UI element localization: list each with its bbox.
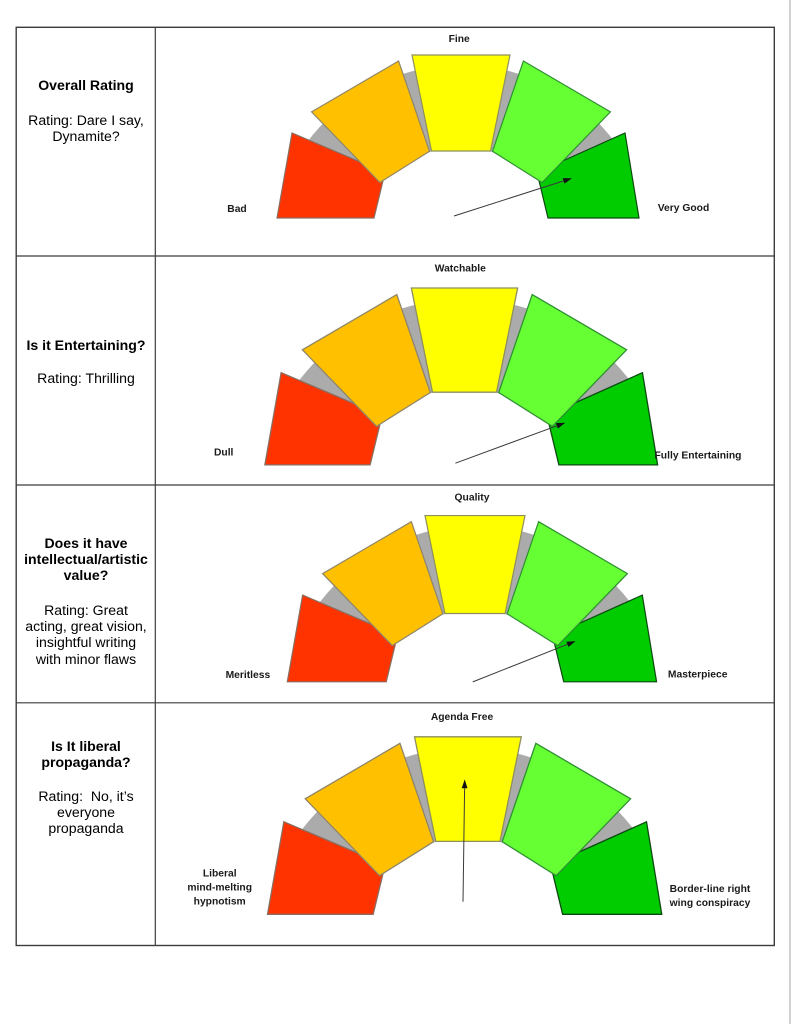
svg-text:Watchable: Watchable: [435, 264, 486, 275]
svg-text:Masterpiece: Masterpiece: [668, 670, 728, 681]
svg-text:wing conspiracy: wing conspiracy: [669, 898, 751, 909]
svg-text:Quality: Quality: [455, 493, 490, 504]
svg-text:Bad: Bad: [227, 204, 246, 215]
svg-text:Meritless: Meritless: [226, 670, 271, 681]
svg-text:hypnotism: hypnotism: [194, 897, 246, 908]
svg-text:Agenda Free: Agenda Free: [431, 712, 494, 723]
svg-text:Liberal: Liberal: [203, 868, 237, 879]
svg-text:Fully Entertaining: Fully Entertaining: [655, 450, 742, 461]
svg-text:Border-line right: Border-line right: [670, 884, 751, 895]
svg-text:Fine: Fine: [449, 34, 470, 45]
svg-text:mind-melting: mind-melting: [187, 883, 252, 894]
svg-text:Very Good: Very Good: [658, 203, 710, 214]
svg-text:Dull: Dull: [214, 448, 234, 459]
